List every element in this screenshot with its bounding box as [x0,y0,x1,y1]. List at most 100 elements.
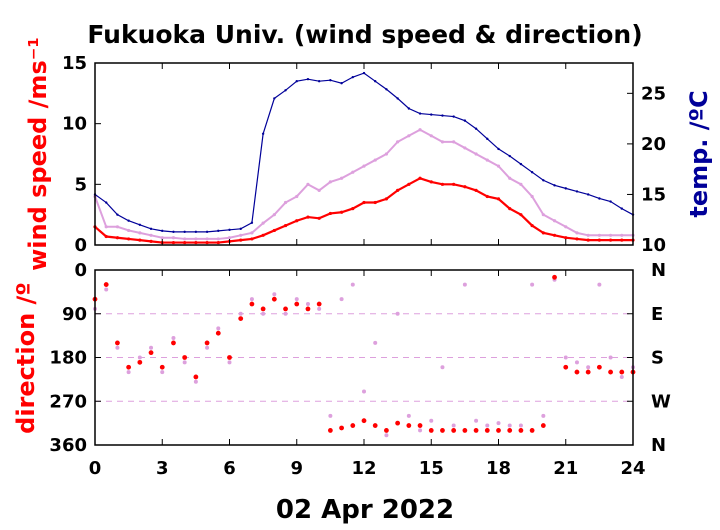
hour-tick-label: 12 [351,458,376,479]
wind-speed-point [317,216,321,220]
chart-title: Fukuoka Univ. (wind speed & direction) [87,20,642,49]
direction-tick-label: 270 [49,391,87,412]
gust-direction-point [619,374,624,379]
gust-direction-point [317,306,322,311]
temperature-point [329,78,332,82]
temperature-point [441,114,444,117]
temperature-point [194,230,198,234]
direction-tick-label: 0 [74,260,87,281]
wind-speed-point [250,237,254,241]
wind-direction-point [137,359,143,365]
gust-speed-point [171,236,176,240]
gust-speed-point [115,225,120,229]
gust-speed-point [295,194,299,199]
gust-speed-point [306,182,310,186]
gust-speed-point [407,134,411,138]
hour-tick-label: 21 [553,458,578,479]
temperature-point [418,112,422,115]
wind-direction-point [283,306,288,312]
temperature-point [564,187,567,190]
gust-direction-point [586,365,591,370]
wind-speed-point [396,188,400,192]
temperature-point [138,223,142,226]
wind-speed-point [216,240,220,245]
gust-direction-point [608,355,613,360]
gust-speed-point [541,213,545,217]
gust-speed-point [160,236,164,240]
gust-speed-point [429,134,433,138]
wind-speed-point [530,223,534,228]
hour-tick-label: 0 [89,458,102,479]
wind-speed-point [620,238,624,242]
wind-speed-point [496,197,501,201]
wind-direction-point [305,306,311,312]
wind-speed-point [115,236,120,240]
compass-tick-label: S [651,348,664,369]
temperature-point [340,82,343,85]
gust-direction-point [418,428,423,433]
gust-direction-point [171,336,176,341]
gust-direction-point [160,370,165,375]
temperature-point [452,115,455,118]
wind-direction-point [294,301,300,307]
gust-speed-point [440,140,445,144]
compass-tick-label: N [651,435,666,456]
direction-plot-area [92,274,636,438]
wind-speed-point [440,182,445,186]
wind-speed-point [149,239,153,243]
wind-speed-point [183,240,187,245]
temperature-point [317,80,321,83]
wind-speed-point [127,237,131,241]
wind-speed-point [552,233,557,237]
wind-direction-point [540,423,546,428]
gust-speed-point [564,225,568,229]
wind-speed-tick-label: 15 [62,53,87,74]
wind-speed-tick-label: 10 [62,114,87,135]
wind-direction-point [507,428,513,433]
gust-direction-point [429,418,434,423]
compass-tick-label: W [651,391,671,412]
temperature-point [183,230,186,234]
gust-direction-point [261,311,266,316]
wind-speed-point [104,234,108,239]
gust-speed-point [597,233,601,237]
wind-direction-point [428,428,434,433]
gust-speed-point [575,231,579,235]
wind-direction-point [484,428,490,433]
gust-speed-point [519,182,523,186]
temperature-tick-label: 25 [641,83,666,104]
gust-speed-point [485,158,489,162]
gust-direction-point [406,413,411,418]
wind-speed-point [205,240,209,245]
temperature-point [295,80,298,83]
gust-speed-point [418,128,422,132]
gust-speed-point [283,200,288,205]
temperature-point [239,227,242,231]
temperature-point [149,227,153,231]
gust-direction-point [328,413,333,418]
direction-tick-label: 90 [62,304,87,325]
gust-speed-point [216,237,220,241]
top-axes: 0 5 10 15 10 15 20 25 [62,53,666,256]
gust-direction-point [294,297,299,302]
gust-direction-point [205,345,210,350]
temperature-point [553,184,556,187]
gust-direction-point [485,423,490,428]
temperature-point [105,201,108,204]
gust-speed-point [317,188,321,192]
temperature-point [385,88,388,91]
wind-direction-point [529,428,535,433]
wind-direction-point [350,423,356,428]
temperature-point [609,200,612,203]
wind-speed-point [362,200,366,205]
wind-direction-point [395,420,401,426]
hour-tick-label: 3 [156,458,169,479]
wind-direction-point [518,428,524,433]
hour-tick-label: 18 [486,458,511,479]
wind-speed-tick-label: 0 [74,235,87,256]
wind-direction-point [417,423,423,428]
gust-direction-point [182,360,187,365]
temperature-tick-label: 15 [641,184,666,205]
wind-speed-point [407,182,411,186]
temperature-point [474,127,478,130]
